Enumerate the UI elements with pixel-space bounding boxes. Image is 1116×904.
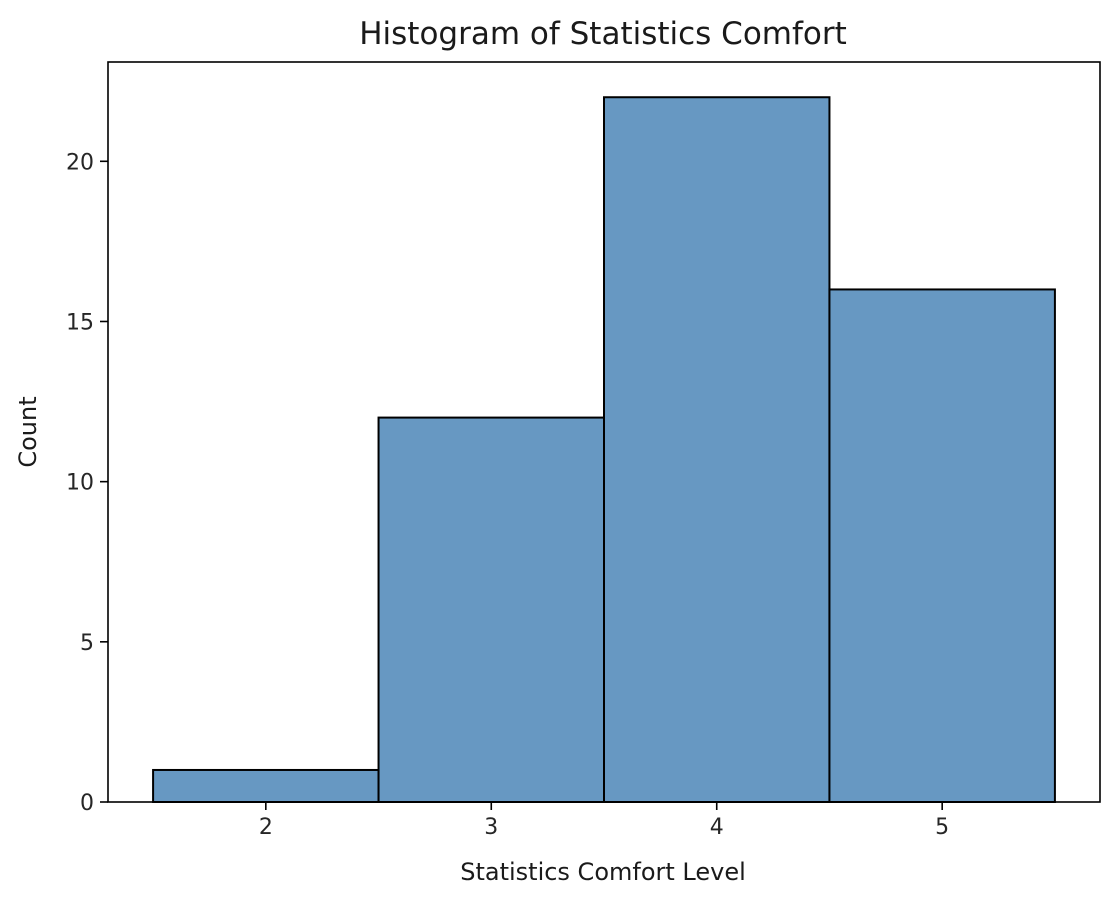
histogram-bar-4 xyxy=(603,96,831,803)
y-tick-label: 0 xyxy=(80,791,94,816)
x-tick-label: 3 xyxy=(484,815,498,840)
y-axis-ticks: 0 5 10 15 20 xyxy=(66,150,108,816)
y-tick-label: 20 xyxy=(66,150,94,175)
histogram-bar-2 xyxy=(152,768,380,804)
x-tick-label: 4 xyxy=(710,815,724,840)
chart-title: Histogram of Statistics Comfort xyxy=(359,16,847,52)
bars-group xyxy=(152,96,1056,804)
x-tick-label: 2 xyxy=(259,815,273,840)
x-axis-label: Statistics Comfort Level xyxy=(460,858,746,886)
y-tick-label: 15 xyxy=(66,310,94,335)
y-tick-label: 5 xyxy=(80,631,94,656)
y-axis-label: Count xyxy=(14,396,42,467)
histogram-bar-5 xyxy=(828,288,1056,804)
y-tick-label: 10 xyxy=(66,471,94,496)
plot-frame xyxy=(107,61,1101,803)
x-axis-ticks: 2 3 4 5 xyxy=(259,802,949,840)
histogram-bar-3 xyxy=(377,416,605,803)
x-tick-label: 5 xyxy=(935,815,949,840)
